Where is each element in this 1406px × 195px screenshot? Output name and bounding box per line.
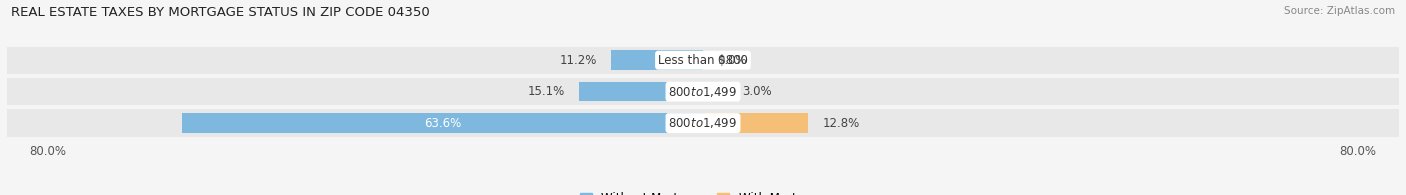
Text: 15.1%: 15.1% <box>527 85 565 98</box>
Text: 3.0%: 3.0% <box>742 85 772 98</box>
Bar <box>7 78 1399 105</box>
Bar <box>7 47 1399 74</box>
Text: REAL ESTATE TAXES BY MORTGAGE STATUS IN ZIP CODE 04350: REAL ESTATE TAXES BY MORTGAGE STATUS IN … <box>11 6 430 19</box>
Bar <box>612 51 703 70</box>
Text: Source: ZipAtlas.com: Source: ZipAtlas.com <box>1284 6 1395 16</box>
Legend: Without Mortgage, With Mortgage: Without Mortgage, With Mortgage <box>581 192 825 195</box>
Text: 11.2%: 11.2% <box>560 54 596 67</box>
Text: 0.0%: 0.0% <box>717 54 748 67</box>
Text: 63.6%: 63.6% <box>425 117 461 130</box>
Bar <box>703 82 727 101</box>
Text: $800 to $1,499: $800 to $1,499 <box>668 85 738 99</box>
Bar <box>579 82 703 101</box>
Text: 12.8%: 12.8% <box>823 117 860 130</box>
Bar <box>703 113 808 133</box>
Text: $800 to $1,499: $800 to $1,499 <box>668 116 738 130</box>
Bar <box>183 113 703 133</box>
Bar <box>7 109 1399 137</box>
Text: Less than $800: Less than $800 <box>658 54 748 67</box>
